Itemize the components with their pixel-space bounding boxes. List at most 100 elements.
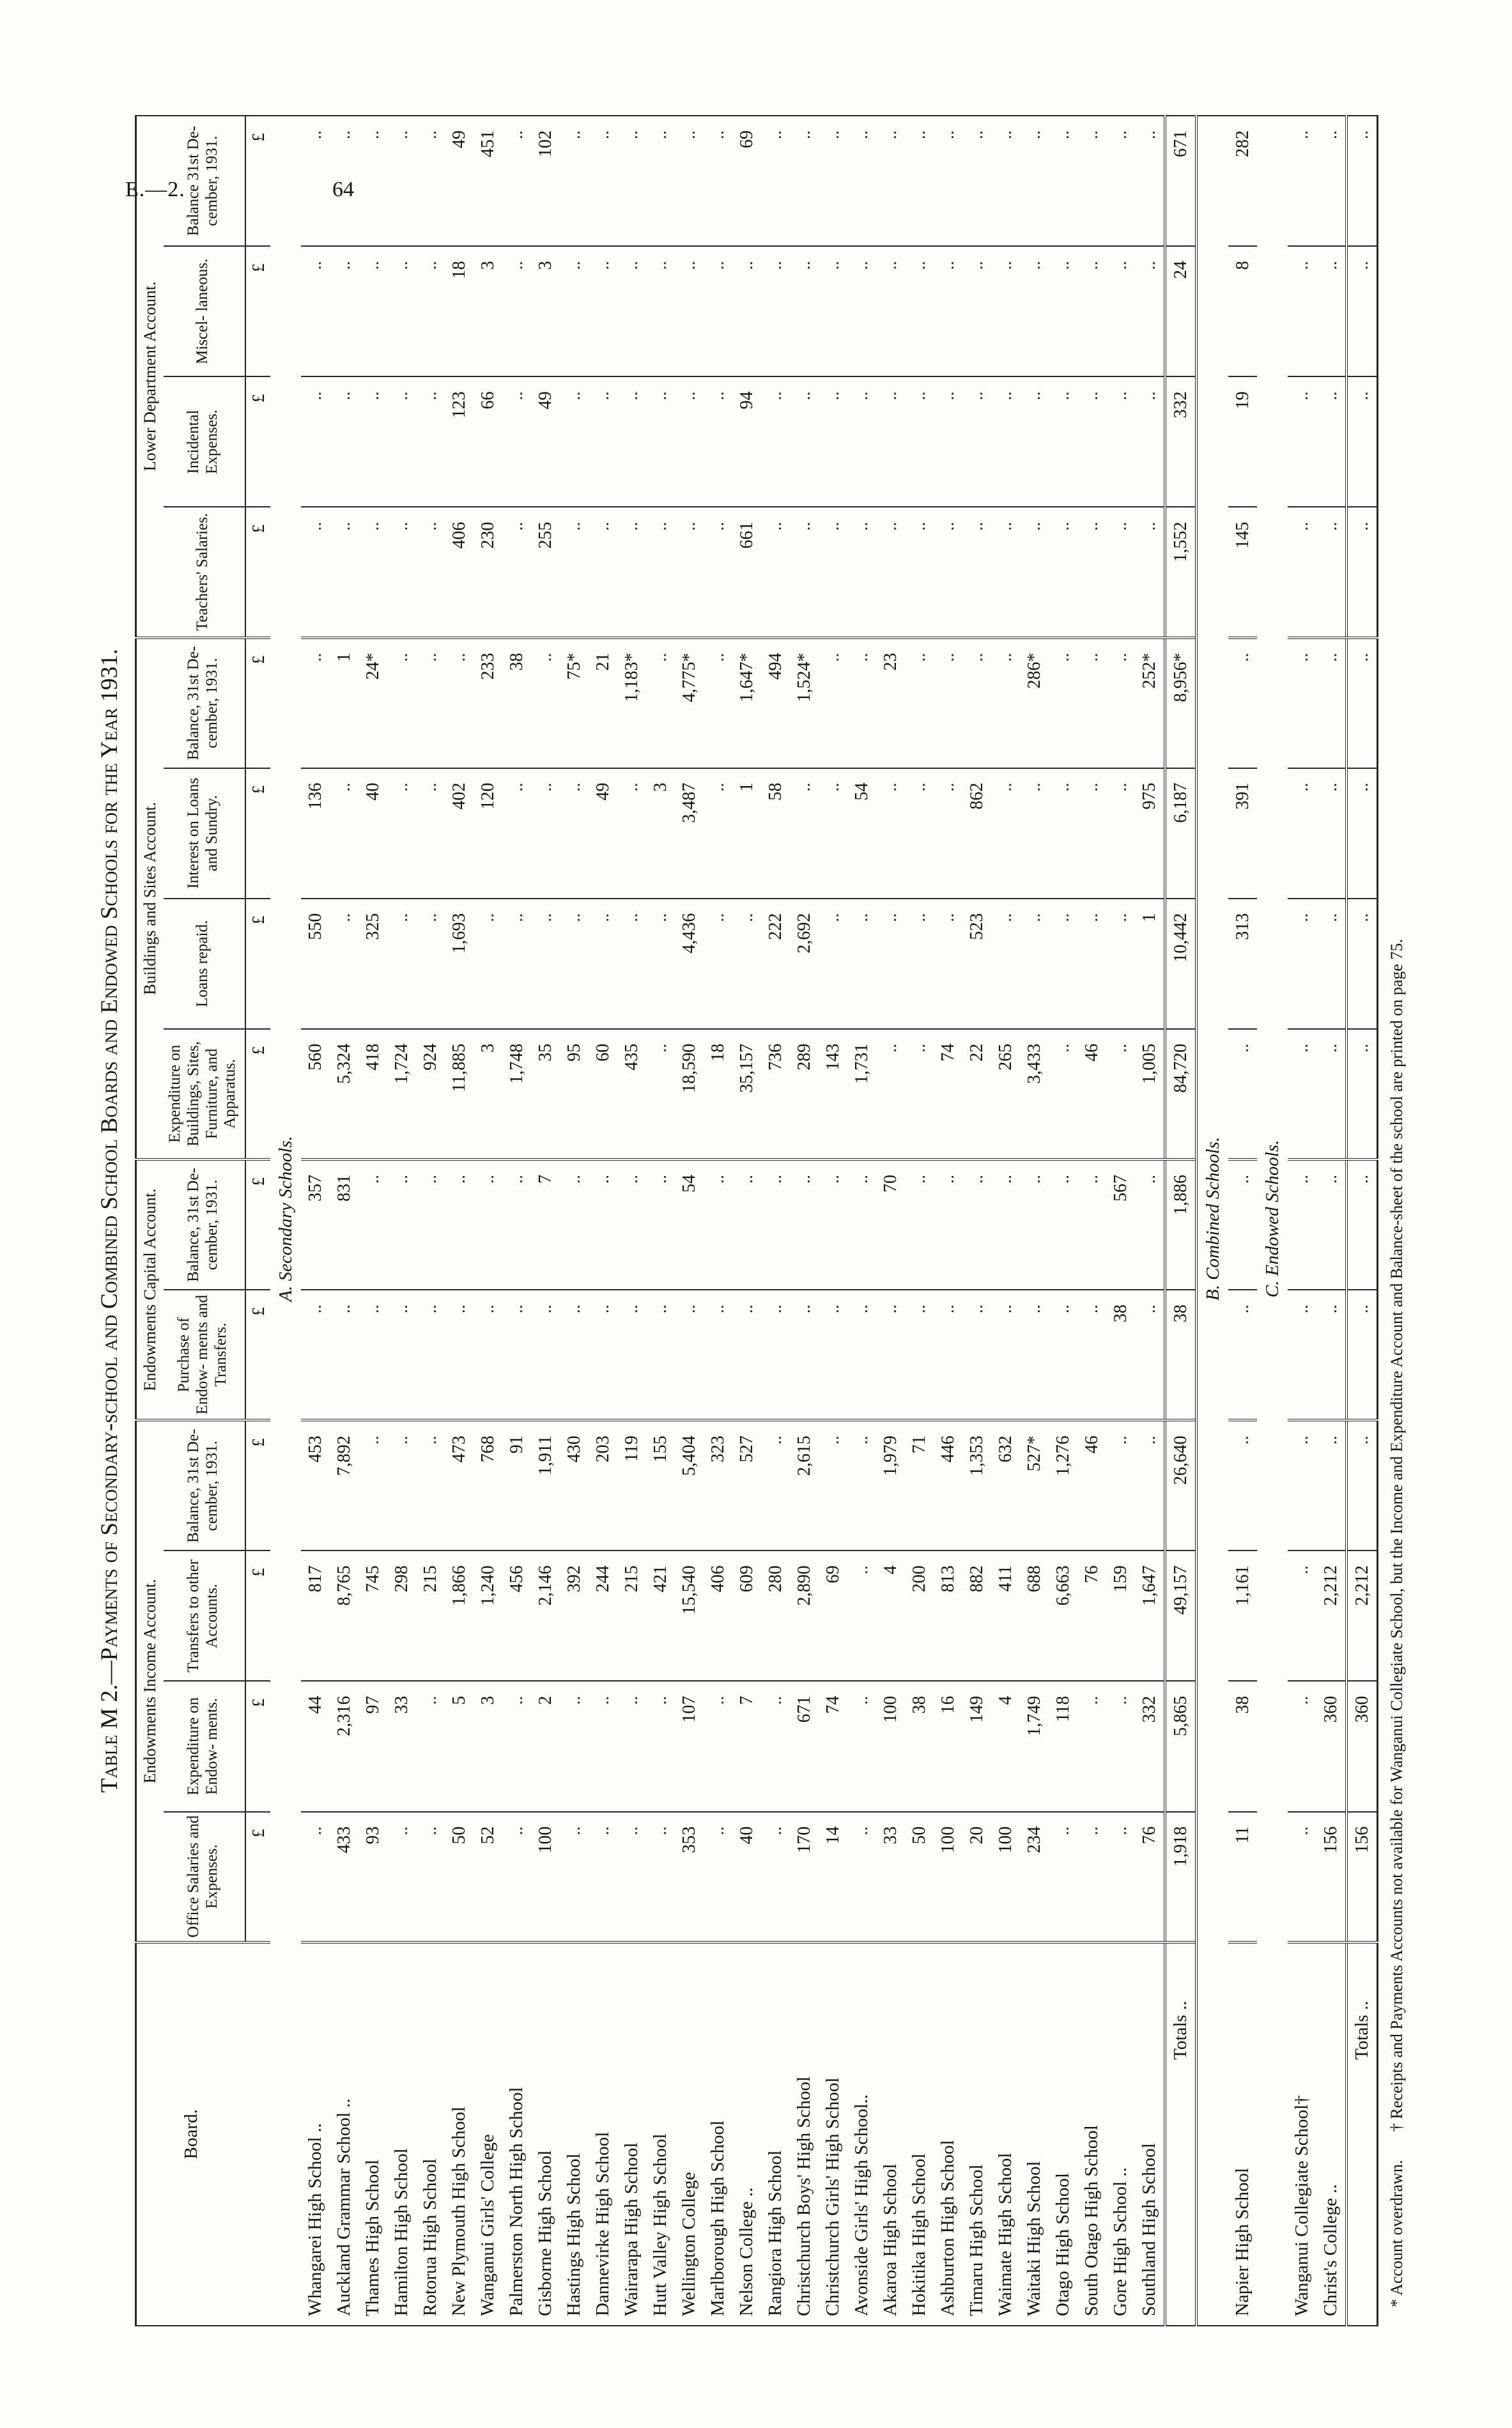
page-number: 64	[332, 178, 354, 201]
cell-waitaki-high-school-col6: ..	[1020, 1159, 1049, 1290]
cell-thames-high-school-col3: 745	[359, 1550, 387, 1682]
cell-waimate-high-school-col1: 100	[991, 1811, 1020, 1942]
cell-marlborough-high-school-col5: ..	[704, 1290, 732, 1421]
cell-marlborough-high-school-col2: ..	[704, 1681, 732, 1812]
cell-waitaki-high-school-col10: 286*	[1020, 637, 1049, 768]
currency-symbol: £	[245, 1550, 270, 1682]
cell-southland-high-school-col1: 76	[1135, 1811, 1165, 1942]
cell-christ-s-college-col7: ..	[1316, 1028, 1346, 1159]
cell-rangiora-high-school-col2: ..	[761, 1681, 790, 1812]
cell-hutt-valley-high-school-col6: ..	[646, 1159, 675, 1290]
cell-waitaki-high-school-col12: ..	[1020, 376, 1049, 507]
row-label-nelson-college: Nelson College ..	[732, 1942, 761, 2326]
cell-rotorua-high-school-col10: ..	[416, 637, 445, 768]
cell-southland-high-school-col14: ..	[1135, 116, 1165, 247]
currency-symbol: £	[245, 637, 270, 768]
cell-gisborne-high-school-col14: 102	[531, 116, 560, 247]
cell-totals-col7: 84,720	[1165, 1028, 1196, 1159]
cell-napier-high-school-col5: ..	[1228, 1290, 1257, 1421]
cell-hutt-valley-high-school-col5: ..	[646, 1290, 675, 1421]
cell-hokitika-high-school-col2: 38	[905, 1681, 934, 1812]
row-label-dannevirke-high-school: Dannevirke High School	[589, 1942, 617, 2326]
cell-marlborough-high-school-col3: 406	[704, 1550, 732, 1682]
cell-wanganui-girls-college-col3: 1,240	[474, 1550, 502, 1682]
cell-akaroa-high-school-col14: ..	[876, 116, 905, 247]
cell-christchurch-boys-high-school-col11: ..	[790, 507, 819, 638]
row-label-otago-high-school: Otago High School	[1049, 1942, 1077, 2326]
cell-wairarapa-high-school-col5: ..	[617, 1290, 646, 1421]
currency-symbol: £	[245, 1811, 270, 1942]
cell-totals-col3: 49,157	[1165, 1550, 1196, 1682]
cell-new-plymouth-high-school-col4: 473	[445, 1420, 474, 1551]
column-header-balance-31st-de-cember-1931-3: Balance, 31st De- cember, 1931.	[164, 1420, 245, 1551]
cell-hutt-valley-high-school-col3: 421	[646, 1550, 675, 1682]
cell-totals-col1: 156	[1346, 1811, 1378, 1942]
cell-christ-s-college-col3: 2,212	[1316, 1550, 1346, 1682]
row-label-hokitika-high-school: Hokitika High School	[905, 1942, 934, 2326]
cell-waitaki-high-school-col5: ..	[1020, 1290, 1049, 1421]
cell-avonside-girls-high-school-col6: ..	[847, 1159, 876, 1290]
cell-southland-high-school-col12: ..	[1135, 376, 1165, 507]
cell-totals-col12: 332	[1165, 376, 1196, 507]
cell-south-otago-high-school-col9: ..	[1077, 768, 1106, 899]
cell-wanganui-collegiate-school-col2: ..	[1288, 1681, 1316, 1812]
cell-wellington-college-col8: 4,436	[675, 898, 704, 1029]
cell-south-otago-high-school-col14: ..	[1077, 116, 1106, 247]
table-row-wellington-college-14: Wellington College 353 107 15,540 5,404.. 54 1…	[675, 116, 704, 2326]
column-header-board: Board.	[135, 1942, 245, 2326]
cell-totals-col3: 2,212	[1346, 1550, 1378, 1682]
cell-southland-high-school-col3: 1,647	[1135, 1550, 1165, 1682]
cell-totals-col10: ..	[1346, 637, 1378, 768]
cell-wairarapa-high-school-col14: ..	[617, 116, 646, 247]
cell-waimate-high-school-col9: ..	[991, 768, 1020, 899]
table-row-otago-high-school-27: Otago High School.. 118 6,663 1,276........…	[1049, 116, 1077, 2326]
table-row-hastings-high-school-10: Hastings High School.... 392 430.... 95....…	[560, 116, 589, 2326]
cell-hamilton-high-school-col13: ..	[387, 246, 416, 377]
cell-whangarei-high-school-col7: 560	[301, 1028, 330, 1159]
cell-wairarapa-high-school-col10: 1,183*	[617, 637, 646, 768]
cell-new-plymouth-high-school-col1: 50	[445, 1811, 474, 1942]
cell-thames-high-school-col12: ..	[359, 376, 387, 507]
currency-symbol: £	[245, 116, 270, 247]
cell-auckland-grammar-school-col13: ..	[330, 246, 359, 377]
cell-thames-high-school-col2: 97	[359, 1681, 387, 1812]
cell-auckland-grammar-school-col6: 831	[330, 1159, 359, 1290]
cell-hastings-high-school-col10: 75*	[560, 637, 589, 768]
cell-rotorua-high-school-col2: ..	[416, 1681, 445, 1812]
cell-nelson-college-col8: ..	[732, 898, 761, 1029]
cell-totals-col11: 1,552	[1165, 507, 1196, 638]
cell-timaru-high-school-col14: ..	[962, 116, 991, 247]
cell-auckland-grammar-school-col5: ..	[330, 1290, 359, 1421]
cell-south-otago-high-school-col1: ..	[1077, 1811, 1106, 1942]
cell-napier-high-school-col12: 19	[1228, 376, 1257, 507]
cell-southland-high-school-col11: ..	[1135, 507, 1165, 638]
cell-dannevirke-high-school-col9: 49	[589, 768, 617, 899]
cell-gore-high-school-col5: 38	[1106, 1290, 1135, 1421]
cell-new-plymouth-high-school-col11: 406	[445, 507, 474, 638]
cell-akaroa-high-school-col8: ..	[876, 898, 905, 1029]
cell-south-otago-high-school-col6: ..	[1077, 1159, 1106, 1290]
cell-akaroa-high-school-col4: 1,979	[876, 1420, 905, 1551]
cell-wanganui-girls-college-col2: 3	[474, 1681, 502, 1812]
cell-thames-high-school-col9: 40	[359, 768, 387, 899]
cell-totals-col14: ..	[1346, 116, 1378, 247]
cell-totals-col10: 8,956*	[1165, 637, 1196, 768]
row-label-christchurch-girls-high-school: Christchurch Girls' High School	[819, 1942, 847, 2326]
section-label: B. Combined Schools.	[1196, 116, 1228, 2326]
cell-palmerston-north-high-school-col1: ..	[502, 1811, 531, 1942]
cell-christchurch-boys-high-school-col9: ..	[790, 768, 819, 899]
cell-rangiora-high-school-col11: ..	[761, 507, 790, 638]
cell-napier-high-school-col6: ..	[1228, 1159, 1257, 1290]
cell-hokitika-high-school-col7: ..	[905, 1028, 934, 1159]
cell-wanganui-collegiate-school-col6: ..	[1288, 1159, 1316, 1290]
group-header-buildings-and-sites-account: Buildings and Sites Account.	[135, 637, 164, 1159]
cell-hutt-valley-high-school-col13: ..	[646, 246, 675, 377]
cell-palmerston-north-high-school-col11: ..	[502, 507, 531, 638]
cell-wanganui-collegiate-school-col12: ..	[1288, 376, 1316, 507]
cell-southland-high-school-col10: 252*	[1135, 637, 1165, 768]
cell-thames-high-school-col8: 325	[359, 898, 387, 1029]
cell-christchurch-girls-high-school-col3: 69	[819, 1550, 847, 1682]
table-row-rangiora-high-school-17: Rangiora High School.... 280...... 736 222 5…	[761, 116, 790, 2326]
cell-palmerston-north-high-school-col4: 91	[502, 1420, 531, 1551]
